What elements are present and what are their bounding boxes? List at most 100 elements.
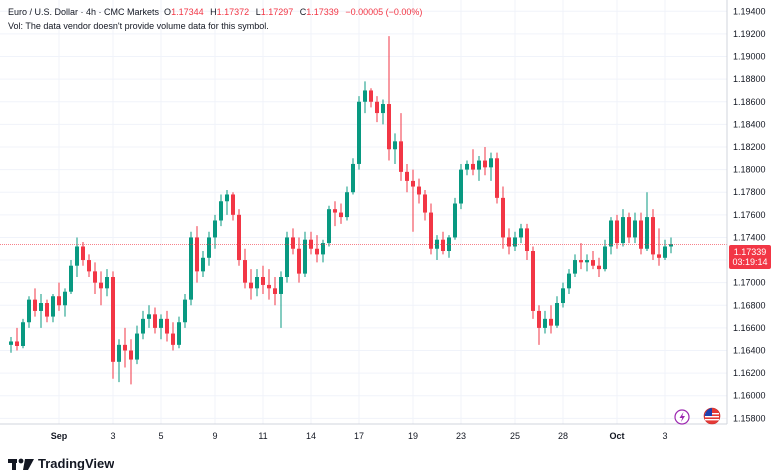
candle-body	[375, 101, 379, 114]
volume-note: Vol: The data vendor doesn't provide vol…	[8, 21, 269, 31]
y-tick-label: 1.18400	[733, 119, 766, 129]
candle	[183, 293, 187, 328]
candle	[111, 271, 115, 379]
candle	[567, 269, 571, 294]
candle	[285, 231, 289, 283]
candle	[657, 228, 661, 266]
candle	[27, 296, 31, 328]
candle-body	[477, 160, 481, 170]
candle	[21, 318, 25, 349]
candle	[321, 239, 325, 263]
candle-body	[81, 246, 85, 261]
candle	[201, 251, 205, 278]
candle	[153, 307, 157, 334]
candle	[603, 239, 607, 272]
candle-body	[15, 341, 19, 346]
candle-body	[159, 318, 163, 328]
candle	[585, 254, 589, 272]
candle	[591, 251, 595, 270]
x-tick-label: 5	[158, 431, 163, 441]
candle-body	[633, 220, 637, 238]
x-tick-label: 23	[456, 431, 466, 441]
symbol-title[interactable]: Euro / U.S. Dollar · 4h · CMC Markets	[8, 7, 160, 17]
candle	[453, 197, 457, 240]
y-tick-label: 1.16800	[733, 300, 766, 310]
high-label: H	[210, 7, 217, 17]
candle	[303, 231, 307, 278]
candle-body	[99, 282, 103, 289]
candle-body	[579, 260, 583, 263]
x-tick-label: 19	[408, 431, 418, 441]
candle-body	[453, 203, 457, 238]
candle-body	[585, 260, 589, 263]
candle-body	[465, 163, 469, 170]
candle-body	[303, 239, 307, 274]
candle-body	[639, 220, 643, 249]
candle-body	[321, 243, 325, 255]
candle	[45, 299, 49, 323]
x-tick-label: Sep	[51, 431, 68, 441]
candle-body	[567, 273, 571, 289]
candle-body	[429, 212, 433, 249]
candle	[9, 336, 13, 353]
candle-body	[63, 291, 67, 306]
candle	[615, 214, 619, 249]
candle-body	[393, 141, 397, 150]
candle	[519, 223, 523, 244]
candle-body	[69, 265, 73, 292]
candle-body	[561, 288, 565, 304]
candle-body	[285, 237, 289, 278]
candle	[345, 186, 349, 221]
candle-body	[201, 257, 205, 272]
candle	[357, 96, 361, 170]
candle-body	[363, 90, 367, 102]
candle-body	[315, 248, 319, 255]
tradingview-logo[interactable]: TradingView	[8, 456, 114, 470]
high-value: 1.17372	[216, 7, 250, 17]
candle	[81, 241, 85, 266]
candle	[471, 149, 475, 176]
candle	[57, 282, 61, 311]
x-tick-label: 11	[258, 431, 267, 441]
candle	[93, 262, 97, 294]
candle-body	[39, 303, 43, 311]
candle-body	[489, 158, 493, 168]
candle-body	[525, 228, 529, 252]
candle	[147, 305, 151, 328]
candle	[171, 322, 175, 351]
candle-body	[513, 237, 517, 247]
y-tick-label: 1.17800	[733, 187, 766, 197]
candle	[381, 99, 385, 125]
candle-body	[273, 288, 277, 294]
close-value: 1.17339	[306, 7, 339, 17]
candle	[447, 235, 451, 258]
candle-body	[87, 260, 91, 272]
tradingview-logo-text: TradingView	[38, 456, 115, 470]
candle	[123, 327, 127, 368]
candle-body	[609, 220, 613, 247]
y-tick-label: 1.16200	[733, 368, 766, 378]
candle	[39, 293, 43, 328]
price-tag-price: 1.17339	[734, 247, 767, 257]
candle	[333, 201, 337, 227]
candle	[573, 254, 577, 278]
candle	[621, 209, 625, 247]
candle	[597, 257, 601, 278]
candle-body	[405, 171, 409, 181]
candle	[501, 186, 505, 249]
candle-body	[243, 260, 247, 283]
us-flag-event-icon[interactable]	[703, 407, 721, 425]
y-axis: 1.15800 1.16000 1.16200 1.16400 1.16600 1.168…	[733, 6, 766, 423]
price-tag-bg	[729, 245, 771, 269]
candle-body	[471, 163, 475, 170]
candle	[129, 339, 133, 385]
candle-body	[411, 180, 415, 187]
candle-body	[189, 237, 193, 300]
candle	[525, 223, 529, 261]
candle	[609, 217, 613, 255]
open-label: O	[164, 7, 172, 17]
candle-body	[279, 277, 283, 294]
candle	[177, 316, 181, 349]
lightning-event-icon[interactable]	[674, 409, 690, 425]
